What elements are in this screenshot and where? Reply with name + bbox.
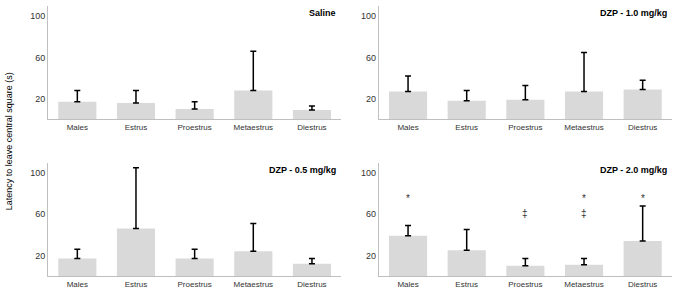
- svg-text:DZP - 1.0 mg/kg: DZP - 1.0 mg/kg: [600, 8, 667, 18]
- svg-text:60: 60: [35, 209, 45, 219]
- svg-text:‡: ‡: [581, 208, 587, 219]
- svg-text:Males: Males: [67, 123, 88, 132]
- svg-text:Estrus: Estrus: [125, 123, 148, 132]
- svg-text:Males: Males: [397, 123, 418, 132]
- svg-text:20: 20: [35, 94, 45, 104]
- svg-text:Males: Males: [67, 280, 88, 289]
- svg-text:Diestrus: Diestrus: [297, 123, 326, 132]
- svg-text:20: 20: [366, 94, 376, 104]
- svg-text:*: *: [582, 193, 586, 204]
- svg-text:100: 100: [30, 168, 45, 178]
- svg-text:Proestrus: Proestrus: [178, 280, 212, 289]
- svg-text:Proestrus: Proestrus: [178, 123, 212, 132]
- svg-text:Diestrus: Diestrus: [628, 123, 657, 132]
- svg-text:100: 100: [30, 11, 45, 21]
- svg-text:Proestrus: Proestrus: [508, 123, 542, 132]
- svg-text:100: 100: [361, 11, 376, 21]
- svg-text:60: 60: [366, 53, 376, 63]
- svg-text:20: 20: [35, 251, 45, 261]
- svg-text:100: 100: [361, 168, 376, 178]
- svg-text:Proestrus: Proestrus: [508, 280, 542, 289]
- svg-text:Diestrus: Diestrus: [628, 280, 657, 289]
- svg-text:Metaestrus: Metaestrus: [234, 123, 274, 132]
- svg-text:Diestrus: Diestrus: [297, 280, 326, 289]
- svg-text:Saline: Saline: [309, 8, 336, 18]
- svg-text:20: 20: [366, 251, 376, 261]
- svg-text:*: *: [406, 193, 410, 204]
- svg-text:DZP - 0.5 mg/kg: DZP - 0.5 mg/kg: [269, 165, 336, 175]
- svg-text:‡: ‡: [522, 208, 528, 219]
- svg-text:Metaestrus: Metaestrus: [564, 123, 604, 132]
- svg-text:Latency to leave central squar: Latency to leave central square (s): [4, 72, 14, 210]
- svg-text:60: 60: [366, 209, 376, 219]
- svg-text:Estrus: Estrus: [125, 280, 148, 289]
- svg-text:60: 60: [35, 53, 45, 63]
- svg-text:*: *: [641, 193, 645, 204]
- svg-text:Estrus: Estrus: [455, 280, 478, 289]
- svg-text:Metaestrus: Metaestrus: [234, 280, 274, 289]
- svg-text:DZP - 2.0 mg/kg: DZP - 2.0 mg/kg: [600, 165, 667, 175]
- svg-text:Metaestrus: Metaestrus: [564, 280, 604, 289]
- svg-text:Males: Males: [397, 280, 418, 289]
- svg-text:Estrus: Estrus: [455, 123, 478, 132]
